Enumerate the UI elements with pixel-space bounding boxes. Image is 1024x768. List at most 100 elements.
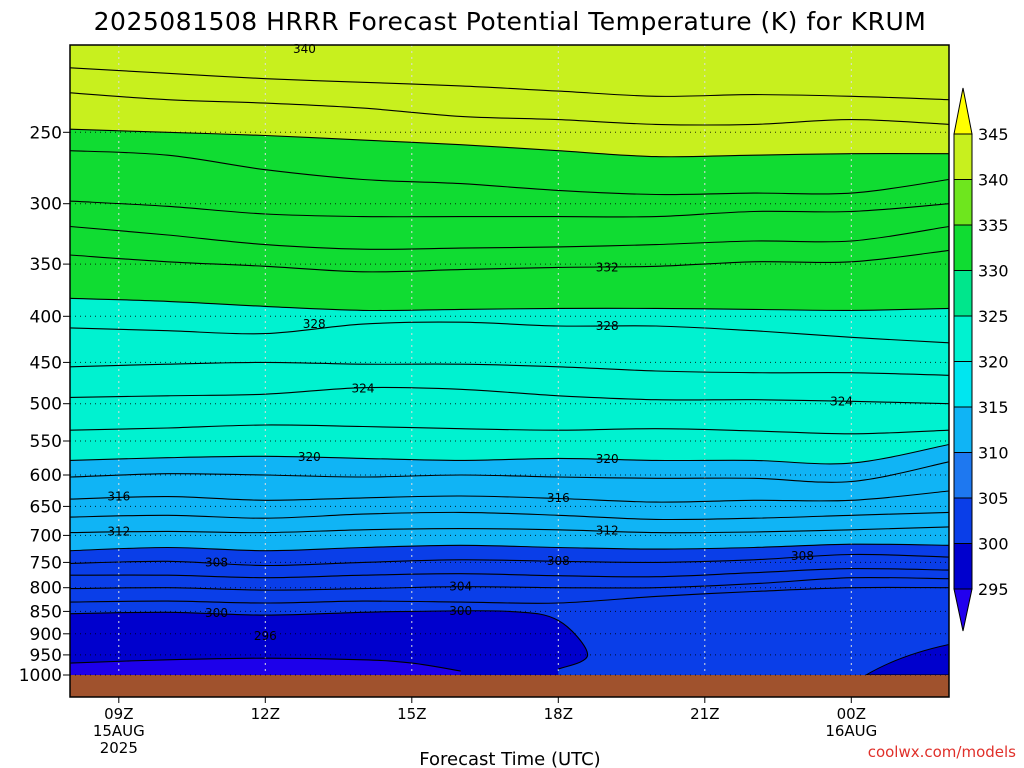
colorbar-label-325: 325 (978, 307, 1009, 326)
x-tick-09Z: 09Z (104, 705, 133, 723)
chart-title: 2025081508 HRRR Forecast Potential Tempe… (94, 7, 927, 36)
isentrope-320 (70, 443, 949, 465)
colorbar-label-345: 345 (978, 125, 1009, 144)
isentrope-338 (70, 150, 949, 196)
y-tick-800: 800 (30, 579, 62, 599)
contour-label-300: 300 (205, 606, 228, 620)
contour-labels: 340 332 328 328 324 324 320 320 316 316 312 312 308 3… (107, 42, 853, 643)
isentrope-308 (70, 553, 949, 567)
colorbar-segment-310 (953, 406, 973, 453)
contour-label-340: 340 (293, 42, 316, 56)
y-tick-600: 600 (30, 466, 62, 486)
y-tick-250: 250 (30, 123, 62, 143)
isentrope-312 (70, 526, 949, 534)
colorbar-segment-300 (953, 497, 973, 544)
isentrope-332 (70, 249, 949, 273)
colorbar-segment-330 (953, 224, 973, 271)
y-tick-400: 400 (30, 307, 62, 327)
x-tick-12Z: 12Z (251, 705, 280, 723)
y-tick-950: 950 (30, 646, 62, 666)
contour-label-300: 300 (449, 604, 472, 618)
y-tick-900: 900 (30, 625, 62, 645)
isentrope-340 (70, 128, 949, 158)
colorbar-label-300: 300 (978, 535, 1009, 554)
x-tick-date: 16AUG (825, 722, 877, 740)
colorbar-top-arrow (953, 87, 973, 135)
band-above-340 (70, 45, 949, 157)
contour-label-320: 320 (298, 450, 321, 464)
colorbar-label-340: 340 (978, 171, 1009, 190)
colorbar-label-320: 320 (978, 353, 1009, 372)
y-tick-700: 700 (30, 526, 62, 546)
colorbar-label-305: 305 (978, 489, 1009, 508)
isentrope-330 (70, 297, 949, 312)
isentrope-contours (70, 67, 949, 672)
colorbar-segment-320 (953, 315, 973, 362)
colorbar-label-295: 295 (978, 580, 1009, 599)
credit-link[interactable]: coolwx.com/models (868, 743, 1016, 761)
colorbar-label-330: 330 (978, 262, 1009, 281)
y-tick-450: 450 (30, 353, 62, 373)
isentrope-306 (70, 567, 949, 579)
isentrope-326 (70, 361, 949, 376)
colorbar-label-310: 310 (978, 444, 1009, 463)
y-tick-500: 500 (30, 395, 62, 415)
y-tick-1000: 1000 (19, 666, 62, 686)
isentrope-316 (70, 490, 949, 503)
isentrope-302 (70, 586, 949, 604)
x-tick-00Z: 00Z (837, 705, 866, 723)
contour-label-316: 316 (107, 490, 130, 504)
contour-label-328: 328 (596, 319, 619, 333)
colorbar-label-315: 315 (978, 398, 1009, 417)
contour-label-320: 320 (596, 452, 619, 466)
contour-label-296: 296 (254, 629, 277, 643)
x-axis-label: Forecast Time (UTC) (419, 749, 600, 768)
contour-label-324: 324 (352, 382, 375, 396)
band-below-296 (70, 658, 461, 675)
isentrope-322 (70, 424, 949, 435)
isentrope-334 (70, 225, 949, 250)
colorbar-label-335: 335 (978, 216, 1009, 235)
y-tick-350: 350 (30, 255, 62, 275)
contour-label-328: 328 (303, 317, 326, 331)
isentrope-328 (70, 321, 949, 344)
colorbar-segment-325 (953, 270, 973, 317)
ground-band (70, 675, 949, 697)
colorbar-segment-335 (953, 179, 973, 226)
colorbar-segment-340 (953, 133, 973, 180)
colorbar-segment-295 (953, 543, 973, 590)
isentrope-336 (70, 200, 949, 218)
contour-label-308: 308 (547, 554, 570, 568)
colorbar-segment-315 (953, 361, 973, 408)
contour-label-308: 308 (791, 549, 814, 563)
y-tick-650: 650 (30, 497, 62, 517)
isentrope-324 (70, 386, 949, 405)
y-tick-850: 850 (30, 602, 62, 622)
x-tick-year: 2025 (100, 739, 138, 757)
temperature-fill (70, 45, 949, 675)
isentrope-300 (70, 610, 589, 670)
isentrope-344 (70, 67, 949, 101)
contour-label-308: 308 (205, 555, 228, 569)
contour-label-316: 316 (547, 491, 570, 505)
plot-frame (69, 44, 950, 698)
y-tick-300: 300 (30, 195, 62, 215)
isentrope-296 (70, 657, 461, 672)
x-tick-21Z: 21Z (690, 705, 719, 723)
colorbar: 345 340 335 330 325 320 315 310 305 300 295 (953, 87, 1009, 632)
contour-label-312: 312 (107, 524, 130, 538)
contour-label-332: 332 (596, 260, 619, 274)
ground-rect (70, 675, 949, 697)
isentrope-342 (70, 92, 949, 126)
colorbar-bottom-arrow (953, 588, 973, 632)
isentrope-318 (70, 461, 949, 483)
x-tick-15Z: 15Z (397, 705, 426, 723)
colorbar-segment-305 (953, 452, 973, 499)
contour-label-312: 312 (596, 523, 619, 537)
y-tick-750: 750 (30, 553, 62, 573)
y-tick-550: 550 (30, 432, 62, 452)
isentrope-304 (70, 576, 949, 591)
